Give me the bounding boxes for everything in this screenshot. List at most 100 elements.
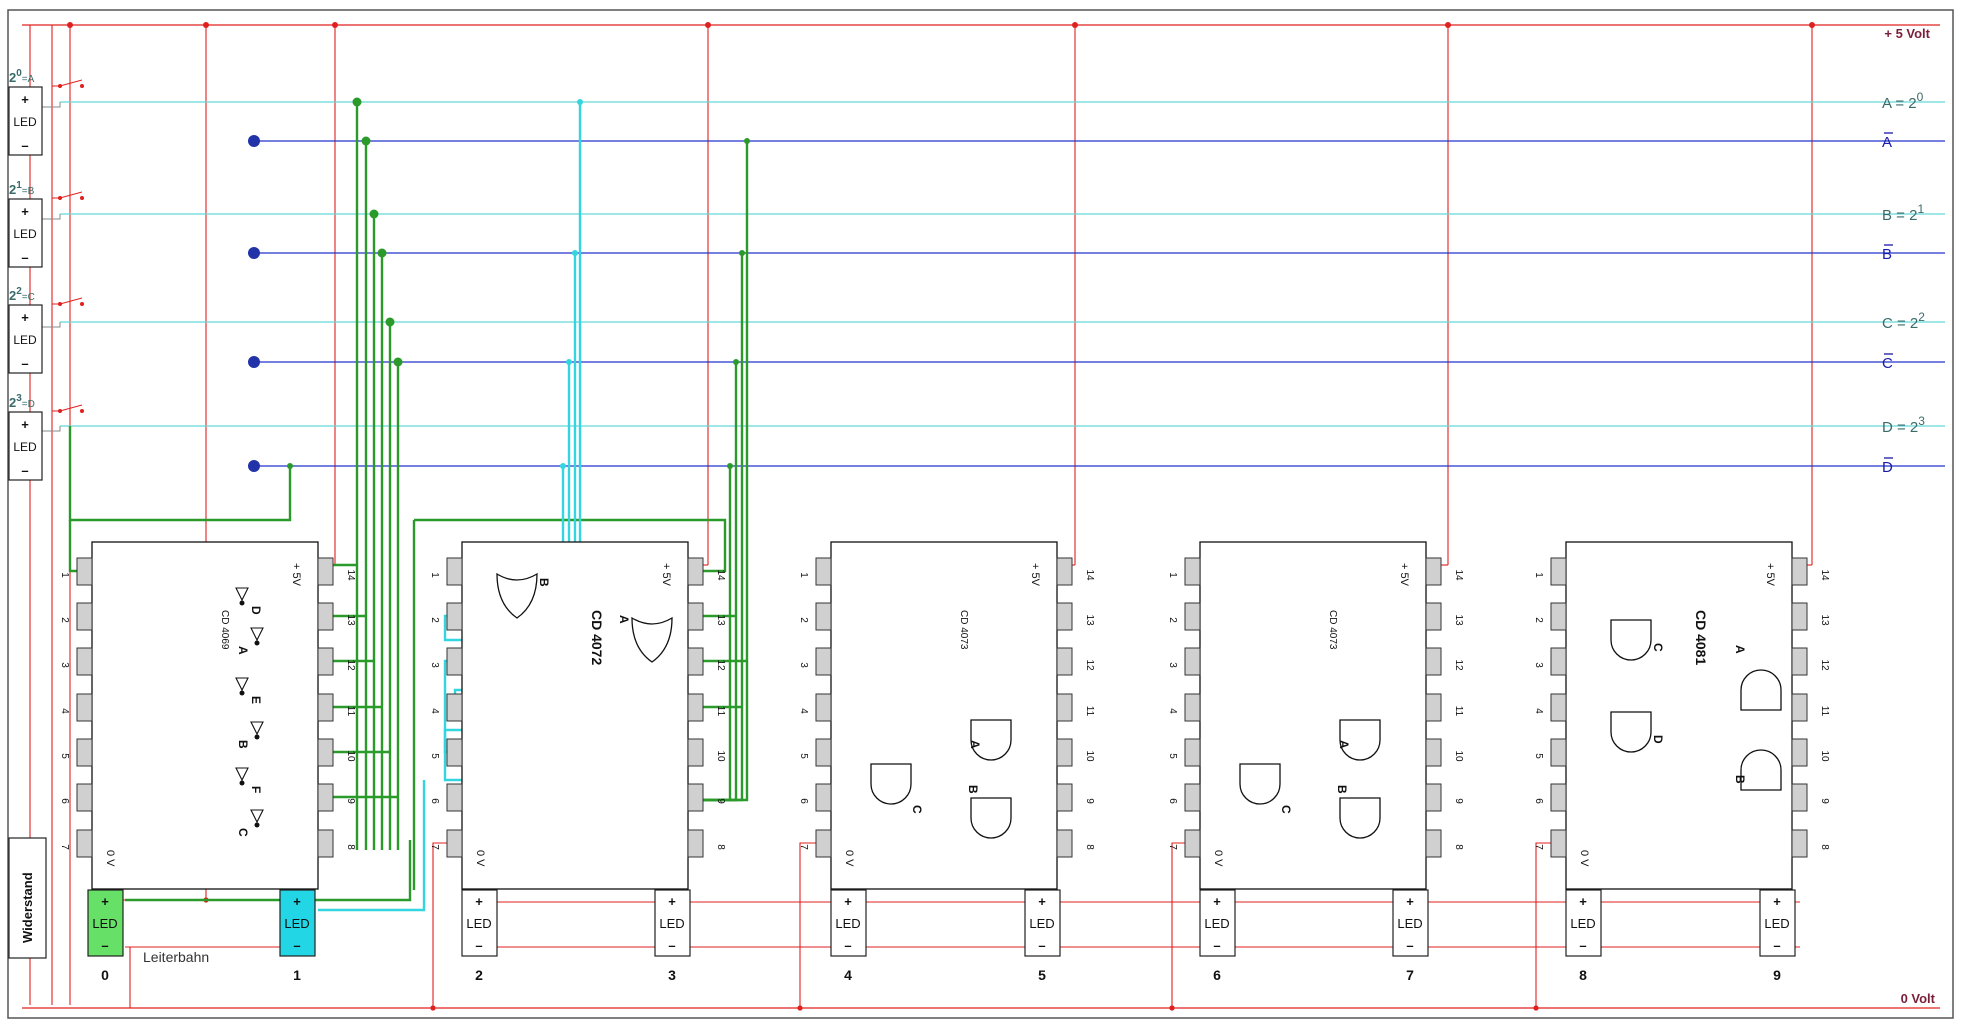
- chip-gnd-label: 0 V: [104, 850, 116, 867]
- and-gate-b: [1740, 749, 1782, 791]
- pin-number: 6: [1533, 798, 1544, 804]
- pin-number: 1: [59, 572, 70, 578]
- chip-gnd-label: 0 V: [843, 850, 855, 867]
- pin-number: 5: [1533, 753, 1544, 759]
- led-minus: –: [1038, 938, 1045, 953]
- bus-label: A = 20: [1882, 90, 1924, 112]
- bus-label-text: C: [1882, 355, 1893, 372]
- ic-pin: [1791, 557, 1808, 586]
- inverter: [250, 721, 264, 740]
- bus-node: [248, 460, 260, 472]
- pin-number: 9: [715, 798, 726, 804]
- input-led: [8, 304, 43, 374]
- pin-number: 4: [1533, 708, 1544, 714]
- input-wire: [42, 426, 61, 432]
- switch-blade: [52, 191, 83, 199]
- led-plus: +: [1406, 894, 1414, 909]
- gate-label: E: [249, 696, 263, 704]
- gate-body: [1610, 619, 1652, 661]
- ic-pin: [317, 647, 334, 676]
- bus-label-text: A = 2: [1882, 95, 1917, 112]
- bus-label-text: B = 2: [1882, 207, 1917, 224]
- pin-number: 13: [1084, 614, 1095, 626]
- signal-wire-green: [703, 466, 732, 802]
- switch-label: 21=B: [9, 180, 35, 197]
- gate-label: B: [236, 740, 250, 749]
- pin-number: 3: [798, 662, 809, 668]
- switch-label-exp: 3: [16, 393, 22, 404]
- pin-number: 5: [798, 753, 809, 759]
- resistor-label: Widerstand: [20, 872, 35, 943]
- bus-label-exp: 3: [1918, 414, 1925, 428]
- pin-number: 8: [1453, 844, 1464, 850]
- bus-label: A: [1882, 134, 1892, 151]
- ic-pin: [76, 738, 93, 767]
- output-number: 2: [475, 967, 483, 983]
- pin-number: 7: [798, 844, 809, 850]
- led-minus: –: [21, 250, 28, 265]
- ic-pin: [815, 783, 832, 812]
- ic-pin: [1550, 783, 1567, 812]
- ic-pin: [446, 693, 463, 722]
- output-number: 5: [1038, 967, 1046, 983]
- inverter-bubble: [254, 734, 260, 740]
- gate-label: D: [249, 606, 263, 615]
- signal-wire-cyan: [318, 780, 426, 912]
- led-plus: +: [293, 894, 301, 909]
- input-led: [8, 198, 43, 268]
- ic-pin: [1056, 783, 1073, 812]
- ic-pin: [687, 602, 704, 631]
- gnd-pin-wire: [1171, 842, 1202, 1008]
- ic-chip: [1199, 541, 1427, 890]
- and-gate-b: [1339, 797, 1381, 839]
- ic-pin: [1791, 602, 1808, 631]
- ic-pin: [1425, 693, 1442, 722]
- pin-number: 14: [1819, 569, 1830, 581]
- led-plus: +: [21, 92, 29, 107]
- junction-dot: [797, 1005, 803, 1011]
- junction-dot: [58, 409, 62, 413]
- gate-body: [1740, 669, 1782, 711]
- bus-label-exp: 2: [1918, 310, 1925, 324]
- pin-number: 12: [345, 659, 356, 671]
- switch-blade: [52, 297, 83, 305]
- gate-label: A: [968, 740, 982, 749]
- led-plus: +: [668, 894, 676, 909]
- bus-label-text: D = 2: [1882, 419, 1918, 436]
- led-minus: –: [1213, 938, 1220, 953]
- gate-label: C: [1279, 805, 1293, 814]
- ic-pin: [1056, 738, 1073, 767]
- ic-chip: [830, 541, 1058, 890]
- and-gate-a: [1740, 669, 1782, 711]
- and-gate-c: [870, 763, 912, 805]
- signal-junction: [352, 97, 362, 107]
- ic-pin: [317, 693, 334, 722]
- gate-body: [1339, 797, 1381, 839]
- bus-label: C: [1882, 355, 1893, 372]
- gate-body: [1339, 719, 1381, 761]
- ic-pin: [1550, 693, 1567, 722]
- bus-node: [248, 247, 260, 259]
- inverter: [235, 767, 249, 786]
- ic-pin: [1056, 602, 1073, 631]
- ic-chip: [1565, 541, 1793, 890]
- junction-dot: [430, 1005, 436, 1011]
- switch-label: 22=C: [9, 286, 35, 303]
- junction-dot: [80, 302, 84, 306]
- ic-pin: [317, 783, 334, 812]
- pin-number: 6: [798, 798, 809, 804]
- output-number: 4: [844, 967, 852, 983]
- led-minus: –: [1406, 938, 1413, 953]
- ic-pin: [76, 647, 93, 676]
- pin-number: 9: [1084, 798, 1095, 804]
- pin-number: 7: [1533, 844, 1544, 850]
- ic-pin: [446, 557, 463, 586]
- output-number: 1: [293, 967, 301, 983]
- junction-dot: [560, 463, 566, 469]
- pin-number: 12: [1084, 659, 1095, 671]
- signal-wire-green: [68, 520, 77, 573]
- chip-name: CD 4072: [589, 610, 605, 665]
- and-gate-a: [1339, 719, 1381, 761]
- bus-node: [248, 135, 260, 147]
